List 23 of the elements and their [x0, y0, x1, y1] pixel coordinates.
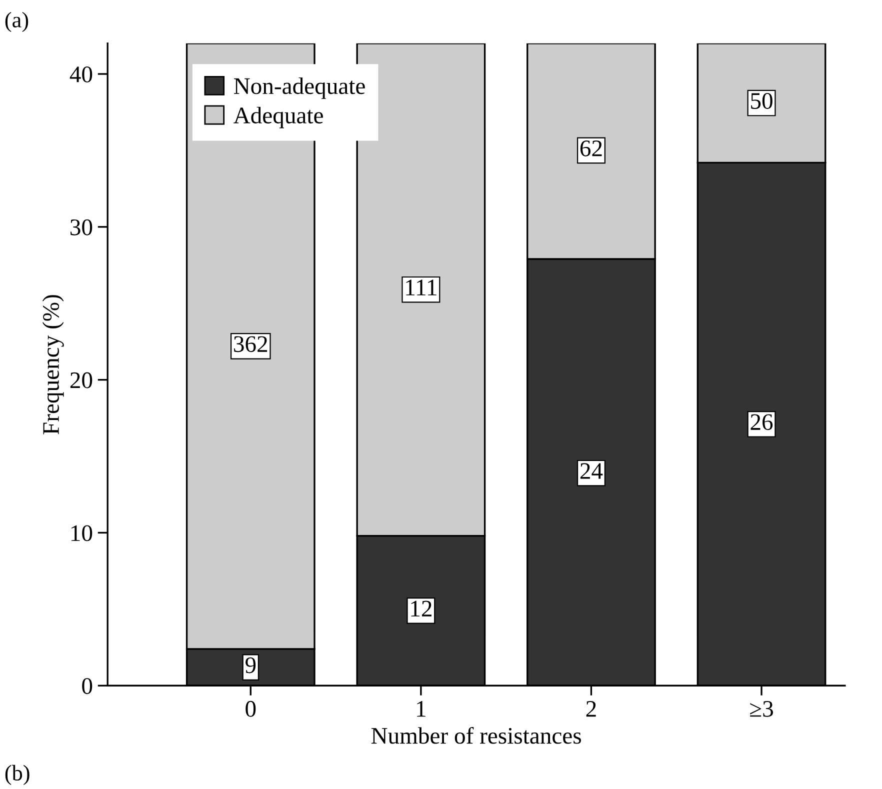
- legend-label: Adequate: [234, 106, 323, 128]
- y-axis-title: Frequency (%): [42, 295, 64, 434]
- text: (b): [5, 764, 30, 786]
- y-tick-label: 0: [82, 678, 92, 694]
- x-tick-label: 2: [586, 700, 596, 717]
- y-tick-label: 10: [71, 525, 92, 542]
- x-tick-label: 0: [246, 700, 256, 717]
- x-tick-label: 1: [417, 701, 426, 717]
- x-tick-label: ≥3: [750, 700, 773, 717]
- annotation: 111: [406, 280, 436, 296]
- legend-label: Non-adequate: [234, 77, 365, 99]
- y-tick-label: 40: [70, 66, 92, 82]
- annotation: 24: [580, 463, 603, 479]
- annotation: 362: [234, 336, 268, 352]
- annotation: 9: [246, 657, 256, 674]
- annotation: 50: [751, 93, 772, 109]
- annotation: 26: [750, 414, 773, 430]
- y-tick-label: 20: [70, 372, 92, 388]
- annotation: 12: [411, 600, 432, 616]
- y-tick-label: 30: [70, 219, 92, 236]
- annotation: 62: [580, 140, 602, 156]
- x-axis-title: Number of resistances: [371, 726, 581, 744]
- text: (a): [5, 12, 28, 32]
